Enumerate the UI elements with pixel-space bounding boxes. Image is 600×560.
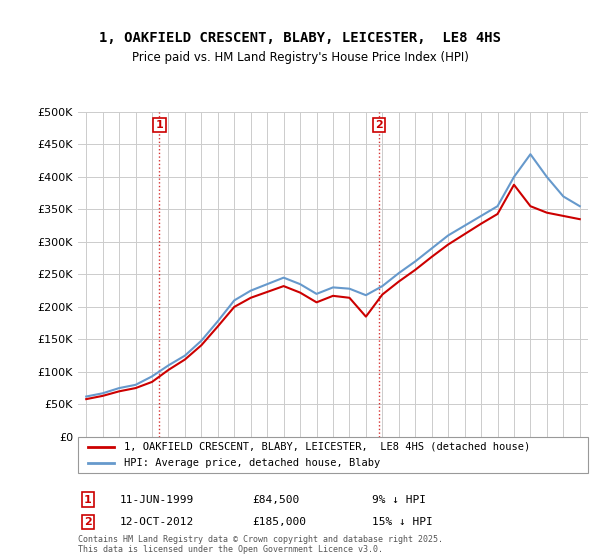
Text: £84,500: £84,500 — [252, 494, 299, 505]
Text: 9% ↓ HPI: 9% ↓ HPI — [372, 494, 426, 505]
Text: 12-OCT-2012: 12-OCT-2012 — [120, 517, 194, 527]
Text: 1, OAKFIELD CRESCENT, BLABY, LEICESTER,  LE8 4HS: 1, OAKFIELD CRESCENT, BLABY, LEICESTER, … — [99, 31, 501, 45]
Text: 2: 2 — [84, 517, 92, 527]
Text: £185,000: £185,000 — [252, 517, 306, 527]
Text: 11-JUN-1999: 11-JUN-1999 — [120, 494, 194, 505]
FancyBboxPatch shape — [78, 437, 588, 473]
Text: HPI: Average price, detached house, Blaby: HPI: Average price, detached house, Blab… — [124, 458, 380, 468]
Text: Price paid vs. HM Land Registry's House Price Index (HPI): Price paid vs. HM Land Registry's House … — [131, 52, 469, 64]
Text: Contains HM Land Registry data © Crown copyright and database right 2025.
This d: Contains HM Land Registry data © Crown c… — [78, 535, 443, 554]
Text: 1, OAKFIELD CRESCENT, BLABY, LEICESTER,  LE8 4HS (detached house): 1, OAKFIELD CRESCENT, BLABY, LEICESTER, … — [124, 442, 530, 452]
Text: 1: 1 — [155, 120, 163, 130]
Text: 2: 2 — [375, 120, 383, 130]
Text: 1: 1 — [84, 494, 92, 505]
Text: 15% ↓ HPI: 15% ↓ HPI — [372, 517, 433, 527]
